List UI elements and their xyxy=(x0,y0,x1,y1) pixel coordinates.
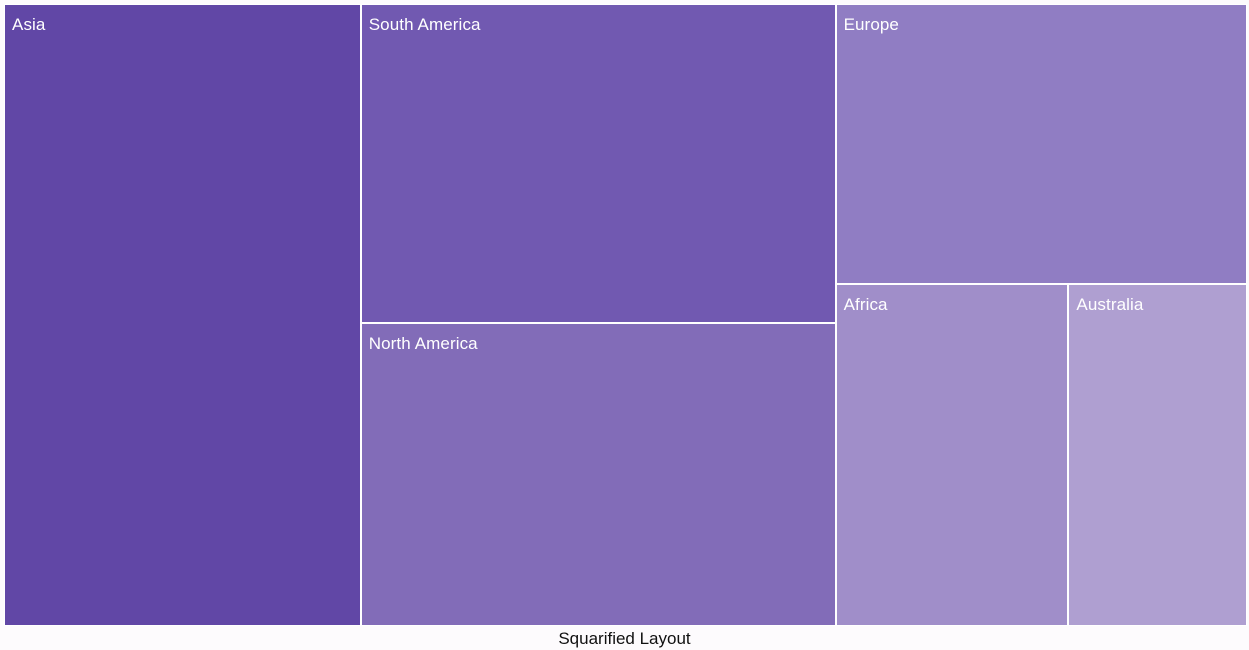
tile-label-asia: Asia xyxy=(12,15,46,34)
tile-europe[interactable]: Europe xyxy=(835,4,1247,284)
tile-south-america[interactable]: South America xyxy=(360,4,836,324)
tile-label-australia: Australia xyxy=(1076,294,1144,314)
tile-north-america[interactable]: North America xyxy=(360,323,836,626)
tile-label-south-america: South America xyxy=(368,15,481,34)
tile-label-north-america: North America xyxy=(368,334,478,354)
tile-label-africa: Africa xyxy=(843,294,888,314)
tile-australia[interactable]: Australia xyxy=(1068,283,1247,626)
chart-caption: Squarified Layout xyxy=(558,629,691,648)
tile-label-europe: Europe xyxy=(843,15,899,34)
treemap-area: Asia South America North America Europe Afri… xyxy=(4,4,1247,626)
tile-africa[interactable]: Africa xyxy=(835,283,1069,626)
tile-asia[interactable]: Asia xyxy=(4,4,361,626)
